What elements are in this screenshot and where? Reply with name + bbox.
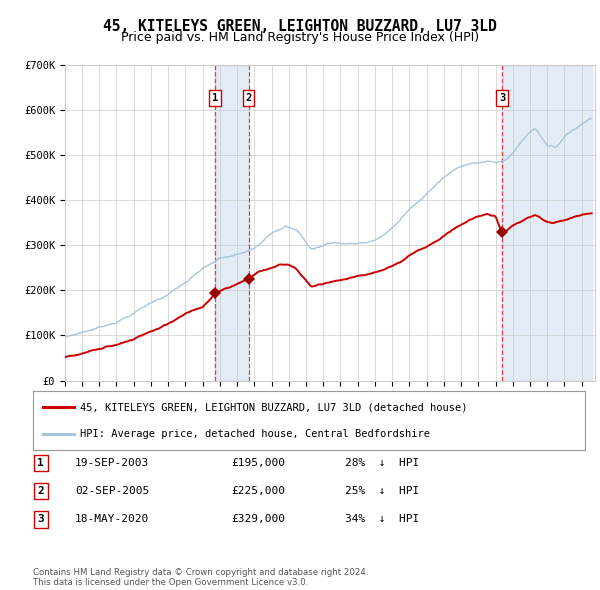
Text: Price paid vs. HM Land Registry's House Price Index (HPI): Price paid vs. HM Land Registry's House … [121,31,479,44]
Text: 02-SEP-2005: 02-SEP-2005 [75,486,149,496]
Text: HPI: Average price, detached house, Central Bedfordshire: HPI: Average price, detached house, Cent… [80,430,430,439]
Text: £225,000: £225,000 [231,486,285,496]
Text: 3: 3 [499,93,505,103]
Text: 1: 1 [37,458,44,468]
Text: Contains HM Land Registry data © Crown copyright and database right 2024.
This d: Contains HM Land Registry data © Crown c… [33,568,368,587]
Text: 25%  ↓  HPI: 25% ↓ HPI [345,486,419,496]
Text: 45, KITELEYS GREEN, LEIGHTON BUZZARD, LU7 3LD (detached house): 45, KITELEYS GREEN, LEIGHTON BUZZARD, LU… [80,402,467,412]
Bar [215,65,248,381]
Bar [502,65,592,381]
Text: 2: 2 [37,486,44,496]
Text: £195,000: £195,000 [231,458,285,468]
Text: 19-SEP-2003: 19-SEP-2003 [75,458,149,468]
Text: 3: 3 [37,514,44,524]
Text: 18-MAY-2020: 18-MAY-2020 [75,514,149,524]
Text: 28%  ↓  HPI: 28% ↓ HPI [345,458,419,468]
Text: 2: 2 [245,93,252,103]
Text: 34%  ↓  HPI: 34% ↓ HPI [345,514,419,524]
Text: 1: 1 [212,93,218,103]
Text: £329,000: £329,000 [231,514,285,524]
Text: 45, KITELEYS GREEN, LEIGHTON BUZZARD, LU7 3LD: 45, KITELEYS GREEN, LEIGHTON BUZZARD, LU… [103,19,497,34]
